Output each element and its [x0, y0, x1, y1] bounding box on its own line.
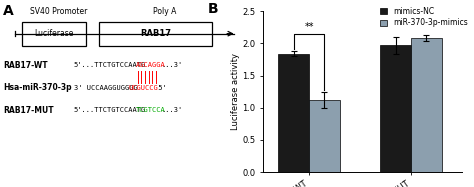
Text: RAB17-WT: RAB17-WT: [4, 61, 48, 70]
Text: Poly A: Poly A: [153, 7, 176, 16]
Text: ...3': ...3': [162, 62, 183, 68]
Legend: mimics-NC, miR-370-3p-mimics: mimics-NC, miR-370-3p-mimics: [380, 7, 468, 27]
Text: A: A: [2, 4, 13, 18]
Text: RAB17: RAB17: [140, 29, 171, 38]
Y-axis label: Luciferase activity: Luciferase activity: [230, 53, 239, 130]
Text: 5': 5': [154, 85, 167, 91]
Bar: [411, 38, 442, 172]
Text: AGCAGGA: AGCAGGA: [136, 62, 166, 68]
FancyBboxPatch shape: [99, 22, 212, 46]
Text: 5'...TTCTGTCCAATG: 5'...TTCTGTCCAATG: [74, 107, 146, 113]
Bar: [309, 100, 340, 172]
Text: B: B: [207, 1, 218, 16]
Text: **: **: [304, 22, 314, 33]
Text: UCGUCCG: UCGUCCG: [128, 85, 158, 91]
Bar: [278, 54, 309, 172]
Text: Hsa-miR-370-3p: Hsa-miR-370-3p: [4, 83, 73, 92]
Text: Luciferase: Luciferase: [35, 29, 74, 38]
Text: ...3': ...3': [162, 107, 183, 113]
Text: TCGTCCA: TCGTCCA: [136, 107, 166, 113]
FancyBboxPatch shape: [22, 22, 86, 46]
Text: 3' UCCAAGGUGGGG: 3' UCCAAGGUGGGG: [74, 85, 137, 91]
Text: RAB17-MUT: RAB17-MUT: [4, 106, 55, 115]
Text: 5'...TTCTGTCCAATG: 5'...TTCTGTCCAATG: [74, 62, 146, 68]
Bar: [381, 45, 411, 172]
Text: SV40 Promoter: SV40 Promoter: [29, 7, 87, 16]
